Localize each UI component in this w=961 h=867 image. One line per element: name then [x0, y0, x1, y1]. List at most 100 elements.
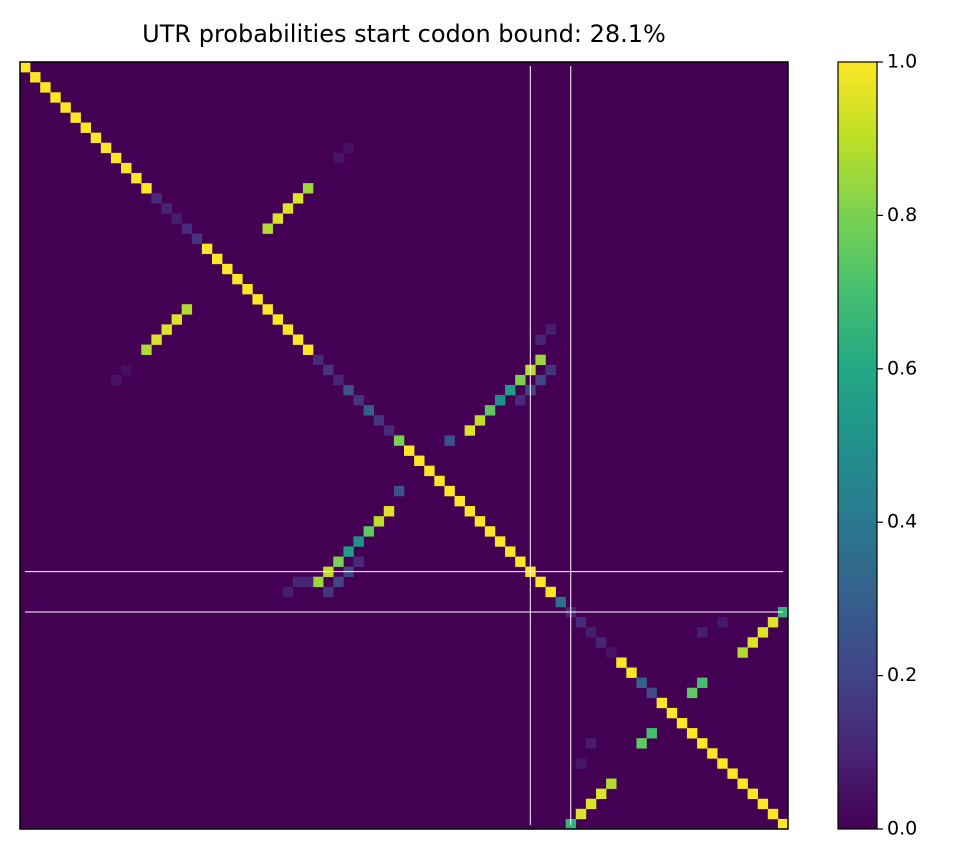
heatmap-cell	[505, 546, 516, 557]
heatmap-cell	[596, 637, 607, 648]
heatmap-cell	[171, 314, 182, 325]
colorbar-tick-label: 0.8	[887, 204, 917, 226]
heatmap-cell	[262, 304, 273, 315]
heatmap-cell	[100, 142, 112, 154]
heatmap-cell	[313, 354, 324, 366]
heatmap-cell	[545, 324, 556, 335]
heatmap-cell	[302, 576, 314, 588]
heatmap-cell	[484, 526, 496, 537]
heatmap-cell	[707, 748, 718, 759]
heatmap-cell	[282, 203, 294, 214]
heatmap-cell	[575, 758, 587, 769]
heatmap-cell	[717, 758, 728, 769]
heatmap-cell	[40, 82, 51, 93]
colorbar-tick-label: 1.0	[887, 51, 917, 73]
heatmap-cell	[323, 364, 334, 376]
heatmap-cell	[777, 818, 789, 830]
heatmap-cell	[393, 485, 405, 497]
heatmap-cell	[272, 213, 284, 224]
heatmap-cell	[151, 193, 162, 204]
heatmap-cell	[353, 536, 364, 547]
colorbar-tick-label: 0.6	[887, 357, 917, 379]
heatmap-cell	[373, 415, 385, 426]
heatmap-cell	[383, 425, 395, 436]
heatmap-cell	[697, 738, 708, 749]
heatmap-cell	[676, 717, 688, 729]
heatmap-cell	[282, 324, 294, 335]
heatmap-cell	[343, 142, 354, 154]
heatmap-cell	[333, 374, 344, 386]
heatmap-cell	[292, 334, 304, 345]
heatmap-cell	[313, 576, 324, 588]
heatmap-cell	[181, 223, 193, 234]
heatmap-cell	[474, 415, 486, 426]
heatmap-cell	[757, 798, 769, 810]
heatmap-cell	[757, 627, 769, 638]
heatmap-cell	[110, 374, 122, 386]
heatmap-cell	[636, 677, 647, 689]
heatmap-cell	[191, 233, 203, 244]
colorbar-tick-label: 0.2	[887, 664, 917, 686]
heatmap-cell	[474, 516, 486, 527]
heatmap-cell	[333, 152, 344, 164]
heatmap-cell	[494, 536, 506, 547]
heatmap-cell	[363, 526, 374, 537]
heatmap-cell	[646, 687, 657, 699]
heatmap-cell	[333, 556, 344, 567]
heatmap-cell	[272, 314, 284, 325]
heatmap-cell	[737, 778, 748, 789]
heatmap-cell	[596, 788, 607, 800]
heatmap-cell	[30, 72, 41, 83]
heatmap-cell	[212, 253, 223, 265]
heatmap-cell	[616, 657, 627, 668]
heatmap-cell	[545, 586, 556, 598]
heatmap-cell	[656, 697, 668, 709]
heatmap-cell	[171, 213, 182, 224]
heatmap-cell	[494, 395, 506, 406]
heatmap-cell	[414, 455, 425, 466]
chart-title: UTR probabilities start codon bound: 28.…	[142, 20, 666, 48]
heatmap-cell	[545, 364, 556, 376]
colorbar-tick-label: 0.4	[887, 511, 917, 533]
heatmap-cell	[747, 637, 758, 648]
heatmap-cell	[697, 677, 708, 689]
heatmap-cell	[555, 596, 566, 608]
heatmap-cell	[686, 687, 698, 699]
heatmap-cell	[686, 728, 698, 739]
heatmap-cell	[464, 506, 476, 517]
heatmap-cell	[201, 243, 213, 255]
heatmap-cell	[343, 546, 354, 557]
heatmap-cell	[515, 556, 526, 567]
heatmap-cell	[121, 364, 132, 376]
plot-frame	[19, 61, 789, 830]
heatmap-cell	[161, 324, 172, 335]
heatmap-cell	[444, 435, 455, 446]
heatmap-cell	[323, 586, 334, 598]
colorbar-tick-label: 0.0	[887, 818, 917, 840]
heatmap-cell	[484, 405, 496, 416]
heatmap-cell	[535, 576, 546, 588]
heatmap-cell	[110, 152, 122, 164]
heatmap-cell	[151, 334, 162, 345]
heatmap-cell	[70, 112, 81, 123]
heatmap-cell	[646, 728, 657, 739]
heatmap-cell	[636, 738, 647, 749]
heatmap-cell	[90, 132, 102, 144]
heatmap-cell	[404, 445, 415, 456]
heatmap-cell	[383, 506, 395, 517]
heatmap-cell	[302, 344, 314, 355]
heatmap-cell	[535, 374, 546, 386]
heatmap-cell	[666, 707, 678, 719]
heatmap-cell	[515, 374, 526, 386]
heatmap-cell	[777, 606, 789, 618]
heatmap-cell	[141, 344, 152, 355]
heatmap-cell	[80, 122, 92, 133]
heatmap-cell	[747, 788, 758, 800]
heatmap-cell	[515, 395, 526, 406]
heatmap-cell	[353, 395, 364, 406]
heatmap-cell	[292, 576, 304, 588]
colorbar	[837, 61, 878, 830]
heatmap-cell	[262, 223, 273, 234]
heatmap-cell	[585, 738, 597, 749]
